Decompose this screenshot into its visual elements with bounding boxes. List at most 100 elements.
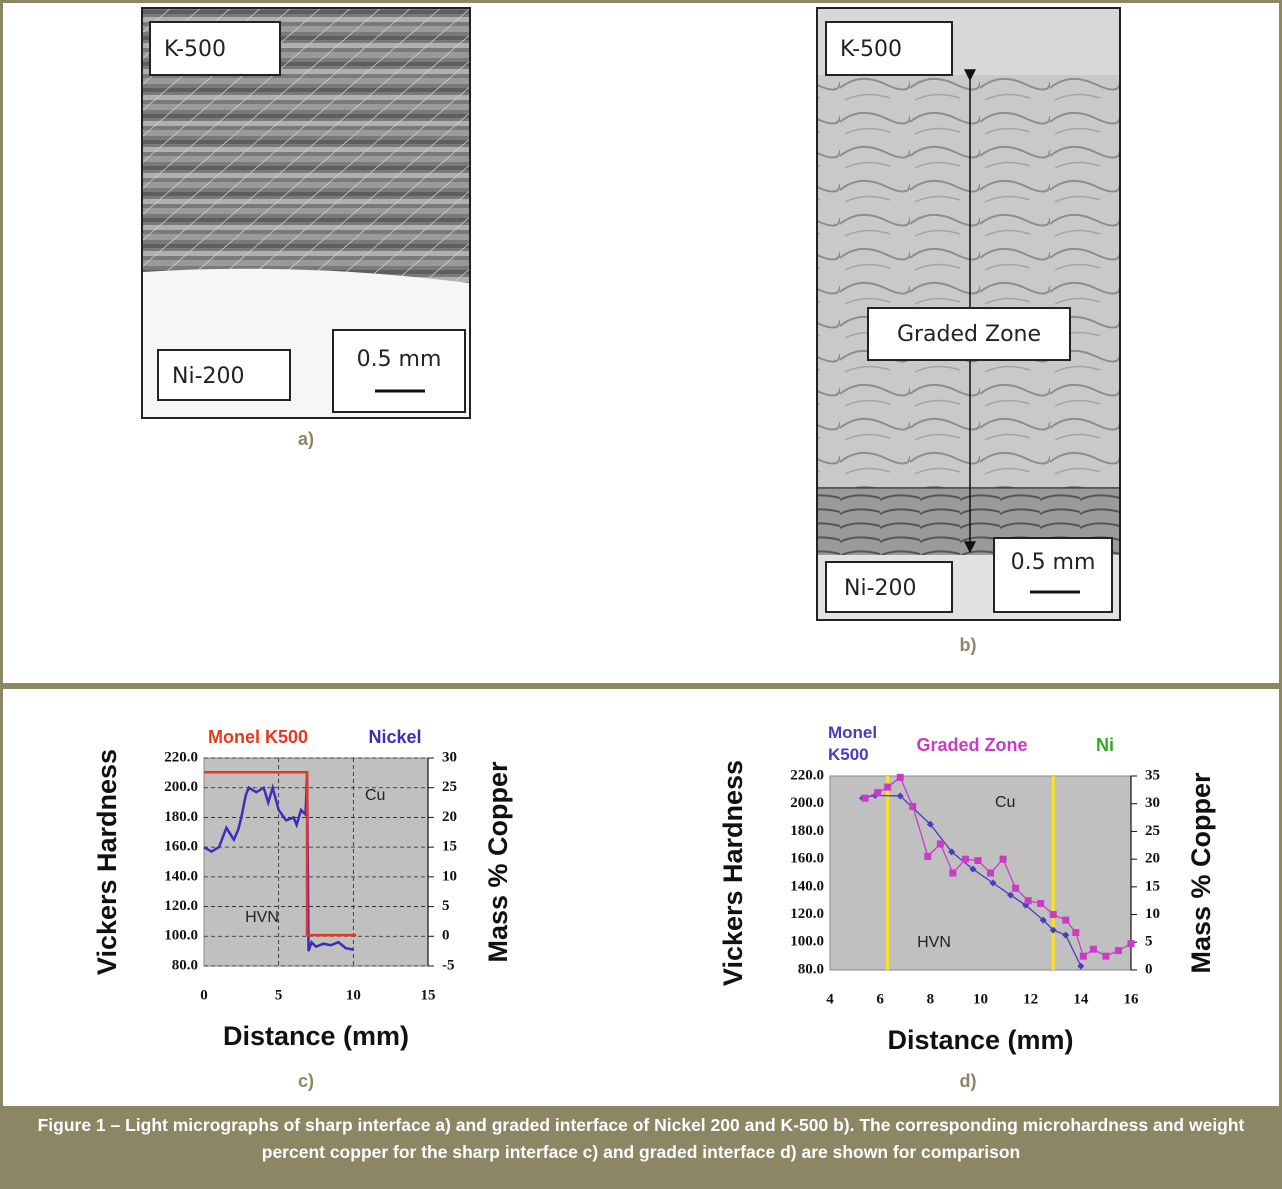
y-tick-label: 100.0 [790,934,824,950]
y2-tick-label: 20 [442,809,457,825]
marker [884,783,892,791]
scale-label: 0.5 mm [1011,550,1096,575]
panel-label: a) [298,429,314,449]
y-tick-label: 160.0 [790,851,824,867]
micrograph-label: K-500 [164,37,226,62]
y-tick-label: 120.0 [790,906,824,922]
y-tick-label: 140.0 [790,878,824,894]
y-tick-label: 160.0 [164,839,198,855]
y2-tick-label: 30 [442,749,457,765]
marker [1012,884,1020,892]
y2-tick-label: 35 [1145,767,1160,783]
y2-tick-label: 20 [1145,851,1160,867]
marker [949,869,957,877]
y-tick-label: 80.0 [798,961,824,977]
marker [1127,940,1135,948]
micrograph-label: Graded Zone [897,322,1041,347]
marker [1037,899,1045,907]
y-tick-label: 180.0 [164,809,198,825]
x-tick-label: 14 [1073,991,1089,1007]
marker [1007,891,1015,899]
region-label: Nickel [368,727,421,747]
y-tick-label: 220.0 [164,749,198,765]
marker [926,820,934,828]
micrograph-label: Ni-200 [844,576,917,601]
y2-axis-label: Mass % Copper [1186,772,1216,974]
scale-label: 0.5 mm [357,347,442,372]
x-axis-label: Distance (mm) [223,1021,409,1051]
y2-tick-label: 0 [1145,961,1153,977]
region-label-box: Monel K500 [828,723,878,765]
panel-label: c) [298,1071,314,1091]
marker [1039,916,1047,924]
micrograph-b: K-500 Graded Zone Ni-200 0.5 mm [816,7,1121,621]
marker [989,879,997,887]
y-tick-label: 200.0 [790,795,824,811]
marker [936,840,944,848]
y2-tick-label: 25 [1145,823,1160,839]
marker [1049,926,1057,934]
region-label: Monel K500 [828,723,878,765]
region-label: Graded Zone [916,735,1027,755]
y2-tick-label: 25 [442,779,457,795]
marker [1062,916,1070,924]
panel-label: b) [960,635,977,655]
marker [1079,952,1087,960]
x-tick-label: 4 [826,991,834,1007]
y-tick-label: 120.0 [164,898,198,914]
y-tick-label: 100.0 [164,928,198,944]
series-line [203,772,354,952]
y-tick-label: 80.0 [172,957,198,973]
y-tick-label: 140.0 [164,868,198,884]
series-line [204,771,357,937]
x-tick-label: 5 [275,987,283,1003]
marker [1024,897,1032,905]
marker [874,789,882,797]
region-label: Monel K500 [208,727,308,747]
y-axis-label: Vickers Hardness [718,760,748,986]
x-tick-label: 10 [346,987,361,1003]
y2-tick-label: 5 [442,898,450,914]
region-label: Ni [1096,735,1114,755]
caption-box: Figure 1 – Light micrographs of sharp in… [38,1115,1245,1162]
marker [999,855,1007,863]
annotation: Cu [365,787,385,804]
y-tick-label: 180.0 [790,823,824,839]
y-tick-label: 200.0 [164,779,198,795]
y2-tick-label: 15 [442,839,457,855]
annotation: HVN [245,909,279,926]
x-tick-label: 10 [973,991,988,1007]
y2-tick-label: 0 [442,928,450,944]
marker [896,792,904,800]
marker [974,857,982,865]
marker [909,802,917,810]
x-tick-label: 12 [1023,991,1038,1007]
micrograph-a: K-500 Ni-200 0.5 mm [141,7,471,419]
x-tick-label: 16 [1124,991,1140,1007]
marker [896,773,904,781]
x-tick-label: 15 [421,987,436,1003]
marker [987,869,995,877]
marker [1114,947,1122,955]
caption-bar [0,1106,1282,1189]
x-tick-label: 8 [927,991,935,1007]
y-axis-label: Vickers Hardness [92,749,122,975]
y2-tick-label: 15 [1145,878,1160,894]
plot-area [829,775,1132,971]
marker [948,848,956,856]
x-axis-label: Distance (mm) [887,1025,1073,1055]
marker [1062,931,1070,939]
y2-tick-label: 10 [442,868,457,884]
y2-tick-label: -5 [442,957,455,973]
x-tick-label: 6 [876,991,884,1007]
marker [1077,962,1085,970]
annotation: HVN [917,934,951,951]
marker [969,865,977,873]
annotation: Cu [995,794,1015,811]
plot-area [203,757,429,967]
marker [961,855,969,863]
marker [1072,929,1080,937]
y2-axis-label: Mass % Copper [483,761,513,963]
x-tick-label: 0 [200,987,208,1003]
